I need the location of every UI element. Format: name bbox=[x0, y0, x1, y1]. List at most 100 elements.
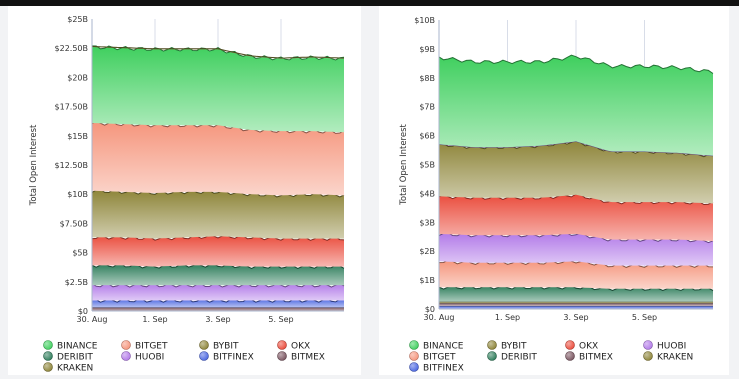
x-tick-label: 5. Sep bbox=[632, 313, 657, 322]
legend-item-bitfinex[interactable]: BITFINEX bbox=[199, 351, 254, 363]
legend-item-kraken[interactable]: KRAKEN bbox=[643, 351, 694, 363]
area-okx[interactable] bbox=[439, 194, 713, 242]
legend-marker bbox=[43, 362, 53, 372]
legend-label: KRAKEN bbox=[57, 364, 93, 374]
area-huobi[interactable] bbox=[439, 232, 713, 266]
line-kraken bbox=[91, 45, 345, 59]
area-bitfinex[interactable] bbox=[92, 298, 344, 308]
legend-item-bitmex[interactable]: BITMEX bbox=[277, 351, 325, 363]
top-bar bbox=[0, 0, 739, 6]
y-tick-label: $8B bbox=[419, 74, 435, 83]
legend-label: DERIBIT bbox=[57, 353, 93, 363]
y-tick-label: $7B bbox=[419, 103, 435, 112]
y-tick-label: $7.50B bbox=[60, 219, 88, 228]
legend-marker bbox=[487, 351, 497, 361]
y-tick-label: $0 bbox=[78, 307, 88, 316]
legend-item-bybit[interactable]: BYBIT bbox=[487, 340, 528, 352]
legend-marker bbox=[643, 351, 653, 361]
line-binance bbox=[438, 54, 714, 74]
area-bitmex[interactable] bbox=[92, 307, 344, 312]
x-tick-label: 5. Sep bbox=[268, 315, 293, 324]
legend-marker bbox=[643, 340, 653, 350]
y-tick-label: $22.50B bbox=[55, 44, 88, 53]
line-binance bbox=[91, 45, 345, 61]
x-tick-label: 1. Sep bbox=[495, 313, 520, 322]
area-bitmex[interactable] bbox=[439, 303, 713, 307]
legend-item-bitfinex[interactable]: BITFINEX bbox=[409, 362, 464, 374]
x-tick-label: 30. Aug bbox=[77, 315, 108, 324]
y-tick-label: $17.50B bbox=[55, 103, 88, 112]
legend-item-binance[interactable]: BINANCE bbox=[409, 340, 464, 352]
legend-label: BITFINEX bbox=[423, 364, 464, 374]
legend-marker bbox=[409, 362, 419, 372]
area-deribit[interactable] bbox=[92, 263, 344, 286]
legend-item-binance[interactable]: BINANCE bbox=[43, 340, 98, 352]
y-tick-label: $15B bbox=[67, 132, 88, 141]
legend-item-bybit[interactable]: BYBIT bbox=[199, 340, 240, 352]
legend-label: OKX bbox=[579, 342, 598, 352]
legend-item-deribit[interactable]: DERIBIT bbox=[43, 351, 94, 363]
legend-label: BYBIT bbox=[501, 342, 527, 352]
y-tick-label: $10B bbox=[414, 16, 435, 25]
legend-marker bbox=[409, 351, 419, 361]
y-axis-label: Total Open Interest bbox=[399, 123, 409, 205]
y-tick-label: $9B bbox=[419, 45, 435, 54]
y-tick-label: $20B bbox=[67, 73, 88, 82]
legend-item-okx[interactable]: OKX bbox=[565, 340, 599, 352]
area-bybit[interactable] bbox=[439, 139, 713, 204]
y-tick-label: $10B bbox=[67, 190, 88, 199]
legend-item-kraken[interactable]: KRAKEN bbox=[43, 362, 94, 374]
chart-panel-left: Total Open Interest $0 $2.5B $5B $7.50B $10B $… bbox=[8, 6, 361, 375]
legend-item-bitget[interactable]: BITGET bbox=[121, 340, 168, 352]
legend-label: HUOBI bbox=[657, 342, 686, 352]
y-tick-label: $2.5B bbox=[65, 278, 88, 287]
legend-marker bbox=[565, 340, 575, 350]
area-huobi[interactable] bbox=[92, 283, 344, 301]
x-tick-label: 3. Sep bbox=[205, 315, 230, 324]
area-binance[interactable] bbox=[439, 55, 713, 156]
y-tick-label: $2B bbox=[419, 247, 435, 256]
legend-item-deribit[interactable]: DERIBIT bbox=[487, 351, 538, 363]
open-interest-chart-right: Total Open Interest $0 $1B $2B $3B $4B $5B $6B $… bbox=[399, 16, 714, 374]
legend-label: BITGET bbox=[423, 353, 456, 363]
y-tick-label: $12.50B bbox=[55, 161, 88, 170]
legend-marker bbox=[277, 351, 287, 361]
legend-item-bitmex[interactable]: BITMEX bbox=[565, 351, 613, 363]
y-tick-label: $1B bbox=[419, 276, 435, 285]
legend-marker bbox=[43, 351, 53, 361]
legend-item-huobi[interactable]: HUOBI bbox=[643, 340, 687, 352]
legend-marker bbox=[565, 351, 575, 361]
legend-marker bbox=[199, 351, 209, 361]
open-interest-chart-left: Total Open Interest $0 $2.5B $5B $7.50B $10B $… bbox=[29, 15, 345, 374]
legend-marker bbox=[121, 351, 131, 361]
legend-label: BITMEX bbox=[291, 353, 325, 363]
legend-item-okx[interactable]: OKX bbox=[277, 340, 311, 352]
area-bitget[interactable] bbox=[439, 260, 713, 289]
y-axis-label: Total Open Interest bbox=[29, 124, 39, 206]
legend-item-bitget[interactable]: BITGET bbox=[409, 351, 456, 363]
area-bitget[interactable] bbox=[92, 121, 344, 196]
y-tick-label: $4B bbox=[419, 189, 435, 198]
legend-label: HUOBI bbox=[135, 353, 164, 363]
y-tick-label: $25B bbox=[67, 15, 88, 24]
area-bybit[interactable] bbox=[92, 189, 344, 239]
y-tick-label: $5B bbox=[419, 161, 435, 170]
legend-label: BYBIT bbox=[213, 342, 239, 352]
legend-label: BITMEX bbox=[579, 353, 613, 363]
y-tick-label: $5B bbox=[72, 249, 88, 258]
y-tick-label: $6B bbox=[419, 132, 435, 141]
legend-marker bbox=[199, 340, 209, 350]
legend-label: BINANCE bbox=[57, 342, 98, 352]
legend-marker bbox=[277, 340, 287, 350]
legend-marker bbox=[43, 340, 53, 350]
area-binance[interactable] bbox=[92, 45, 344, 133]
area-bitfinex[interactable] bbox=[439, 306, 713, 309]
legend-label: BITFINEX bbox=[213, 353, 254, 363]
legend-marker bbox=[409, 340, 419, 350]
legend-item-huobi[interactable]: HUOBI bbox=[121, 351, 165, 363]
area-deribit[interactable] bbox=[439, 285, 713, 302]
x-tick-label: 3. Sep bbox=[563, 313, 588, 322]
area-okx[interactable] bbox=[92, 234, 344, 267]
chart-panel-right: Total Open Interest $0 $1B $2B $3B $4B $5B $6B $… bbox=[379, 6, 729, 375]
